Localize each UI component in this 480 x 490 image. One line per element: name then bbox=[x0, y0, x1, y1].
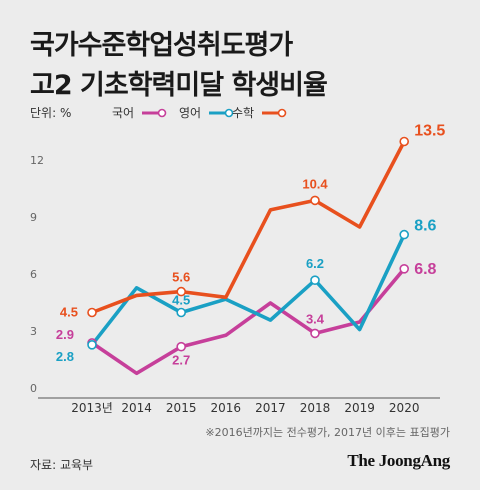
chart-legend: 단위: % 국어 영어 수학 bbox=[30, 106, 287, 120]
legend-marker-english bbox=[224, 108, 234, 118]
y-tick-label: 9 bbox=[30, 211, 37, 224]
data-point-english bbox=[399, 229, 410, 240]
legend-label-korean: 국어 bbox=[112, 106, 134, 120]
data-point-math bbox=[399, 136, 410, 147]
x-tick-label: 2020 bbox=[389, 401, 420, 415]
source-note: 자료: 교육부 bbox=[30, 458, 94, 472]
data-label-korean: 6.8 bbox=[414, 261, 436, 278]
legend-marker-math bbox=[277, 108, 287, 118]
x-tick-label: 2017 bbox=[255, 401, 286, 415]
series-line-english bbox=[90, 232, 407, 347]
data-label-english: 4.5 bbox=[172, 293, 190, 308]
data-label-english: 6.2 bbox=[306, 256, 324, 271]
data-point-english bbox=[310, 275, 320, 286]
data-label-korean: 2.7 bbox=[172, 353, 190, 368]
data-label-english: 8.6 bbox=[414, 218, 436, 235]
data-label-korean: 3.4 bbox=[306, 311, 325, 326]
chart-title-line-1: 국가수준학업성취도평가 bbox=[30, 30, 293, 61]
data-label-korean: 2.9 bbox=[56, 327, 74, 342]
x-tick-label: 2016 bbox=[211, 401, 242, 415]
data-point-math bbox=[87, 307, 97, 318]
data-point-english bbox=[87, 339, 97, 350]
chart-title-line-2: 고2 기초학력미달 학생비율 bbox=[30, 70, 328, 101]
legend-label-english: 영어 bbox=[179, 106, 201, 120]
data-labels: 2.9 2.7 3.4 6.8 2.8 4.5 6.2 8.6 4.5 5.6 10.4 13.5 bbox=[56, 123, 446, 368]
y-tick-label: 0 bbox=[30, 382, 37, 395]
data-label-english: 2.8 bbox=[56, 349, 74, 364]
data-label-math: 4.5 bbox=[60, 305, 78, 320]
y-tick-label: 12 bbox=[30, 154, 44, 167]
series-line-math bbox=[90, 139, 407, 315]
x-tick-label: 2019 bbox=[344, 401, 375, 415]
x-axis: 2013년 2014 2015 2016 2017 2018 2019 2020 bbox=[38, 397, 440, 415]
data-label-math: 10.4 bbox=[302, 176, 328, 191]
data-point-korean bbox=[399, 263, 410, 274]
x-tick-label: 2013년 bbox=[71, 401, 113, 415]
data-point-korean bbox=[176, 341, 186, 352]
x-tick-label: 2014 bbox=[121, 401, 152, 415]
y-axis: 0 3 6 9 12 bbox=[30, 154, 44, 395]
x-tick-label: 2015 bbox=[166, 401, 197, 415]
brand-logo: The JoongAng bbox=[347, 451, 450, 470]
x-tick-label: 2018 bbox=[300, 401, 331, 415]
series-group bbox=[90, 139, 407, 376]
data-point-korean bbox=[310, 328, 320, 339]
data-point-english bbox=[176, 307, 186, 318]
data-label-math: 13.5 bbox=[414, 123, 445, 140]
legend-marker-korean bbox=[157, 108, 167, 118]
chart-title: 국가수준학업성취도평가 고2 기초학력미달 학생비율 bbox=[30, 26, 328, 106]
data-point-math bbox=[176, 286, 186, 297]
unit-label: 단위: % bbox=[30, 106, 71, 120]
y-tick-label: 6 bbox=[30, 268, 37, 281]
legend-label-math: 수학 bbox=[232, 106, 254, 120]
footnote: ※2016년까지는 전수평가, 2017년 이후는 표집평가 bbox=[205, 426, 450, 439]
y-tick-label: 3 bbox=[30, 325, 37, 338]
data-point-math bbox=[310, 195, 320, 206]
series-line-korean bbox=[90, 266, 407, 376]
data-label-math: 5.6 bbox=[172, 270, 190, 285]
